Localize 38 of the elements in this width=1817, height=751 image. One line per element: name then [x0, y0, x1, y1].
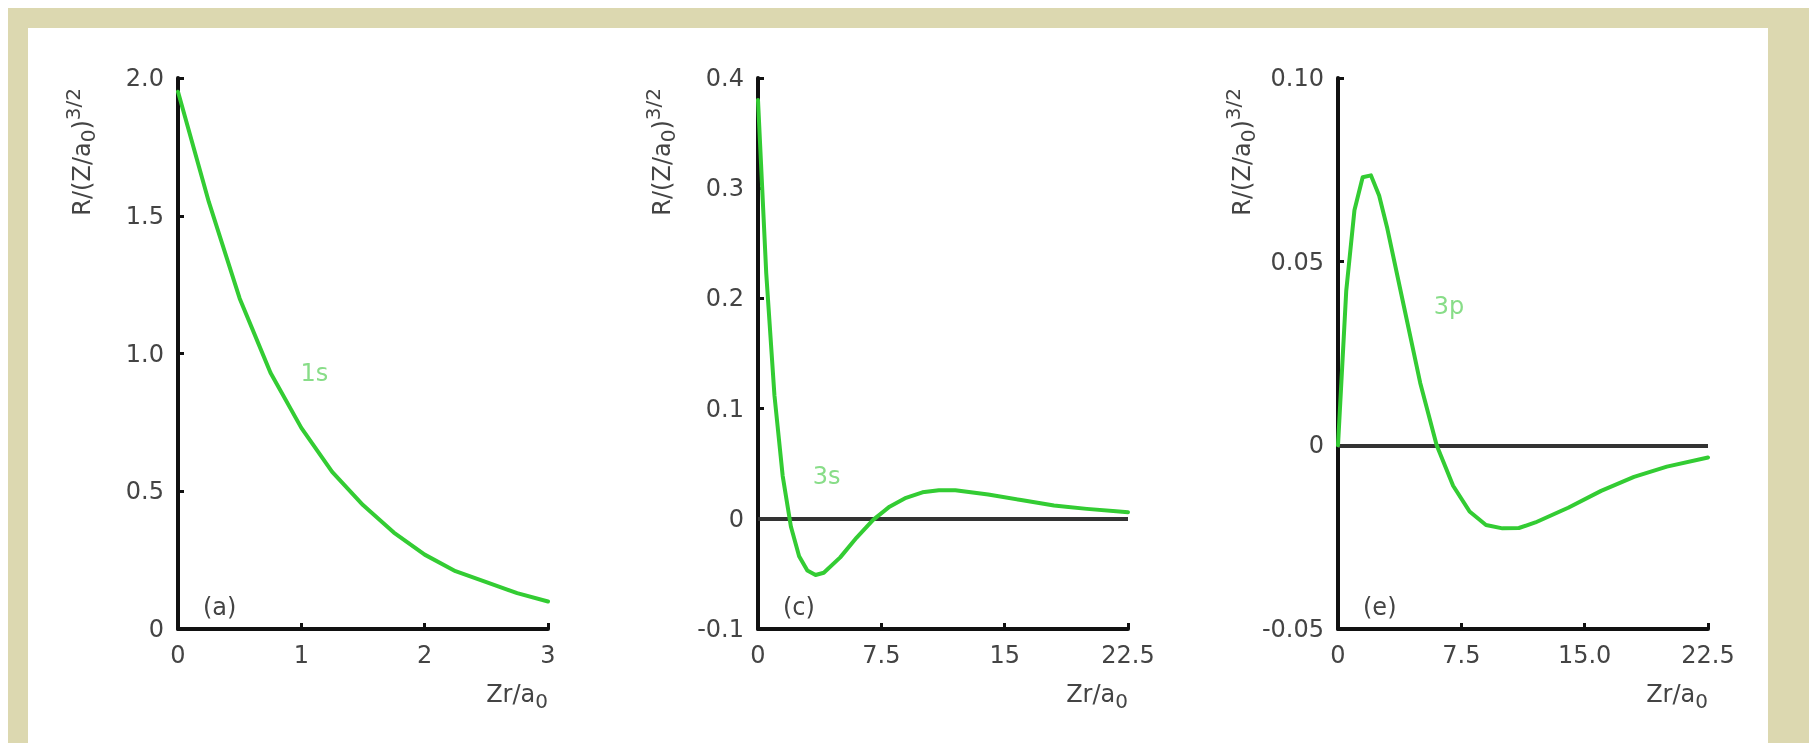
x-axis-title: Zr/a$_{0}$ [486, 679, 548, 715]
y-tick-label: -0.1 [697, 615, 744, 643]
line-series [756, 98, 1130, 577]
y-tick-label: 0.10 [1270, 64, 1324, 92]
y-tick-label: 2.0 [125, 64, 164, 92]
y-tick-label: 0 [1308, 431, 1324, 460]
y-tick-label: 0.4 [705, 64, 744, 92]
x-tick-label: 7.5 [862, 641, 901, 669]
y-tick-label: 1.5 [125, 201, 164, 230]
x-axis-title: Zr/a$_{0}$ [1066, 679, 1128, 715]
series-label: 1s [300, 358, 329, 387]
series-label: 3s [812, 461, 841, 490]
x-tick-label: 0 [750, 641, 766, 669]
annotation: (a) [203, 593, 237, 621]
y-tick-label: 0.05 [1270, 247, 1324, 276]
y-tick-label: 0.5 [125, 477, 164, 506]
x-tick-label: 1 [293, 641, 309, 669]
x-tick-label: 7.5 [1442, 641, 1481, 669]
annotation: (e) [1363, 593, 1397, 621]
y-tick-label: 1.0 [125, 339, 164, 368]
y-tick-label: 0 [148, 615, 164, 643]
line-series [1336, 173, 1710, 531]
y-tick-label: -0.05 [1261, 615, 1324, 643]
x-tick-label: 0 [170, 641, 186, 669]
x-tick-label: 15 [989, 641, 1020, 669]
y-tick-label: 0.3 [705, 174, 744, 203]
y-tick-label: 0.2 [705, 284, 744, 313]
y-tick-label: 0 [728, 504, 744, 533]
x-axis-title: Zr/a$_{0}$ [1646, 679, 1708, 715]
x-tick-label: 0 [1330, 641, 1346, 669]
x-tick-label: 2 [417, 641, 433, 669]
x-tick-label: 22.5 [1101, 641, 1155, 669]
y-tick-label: 0.1 [705, 394, 744, 423]
x-tick-label: 15.0 [1557, 641, 1612, 669]
x-tick-label: 22.5 [1681, 641, 1735, 669]
annotation: (c) [783, 593, 815, 621]
series-label: 3p [1433, 291, 1465, 320]
x-tick-label: 3 [540, 641, 556, 669]
